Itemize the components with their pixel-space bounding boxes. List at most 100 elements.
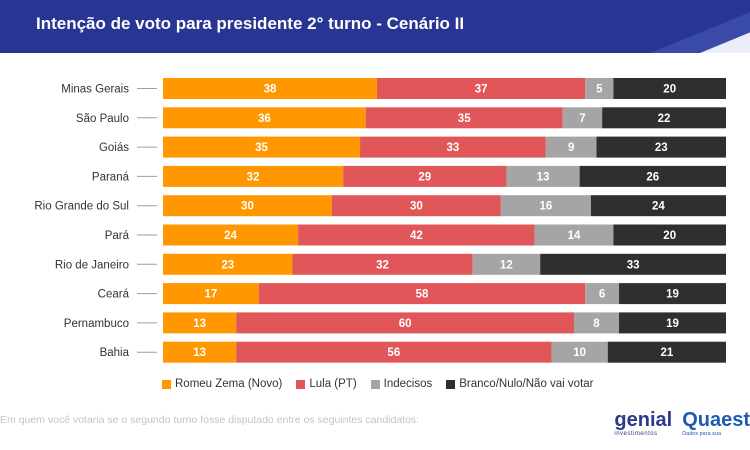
bar-rio-grande-do-sul-series-0 — [163, 195, 332, 217]
data-label-para-series-2: 14 — [568, 230, 581, 242]
stacked-bar-chart: Minas Gerais 38 37 5 20 São Paulo 36 35 7 22 Goiás… — [34, 78, 726, 363]
data-label-minas-gerais-series-0: 38 — [264, 84, 277, 96]
bar-pernambuco-series-2 — [573, 312, 620, 334]
bar-parana-series-0 — [163, 165, 344, 187]
quaest-logo-text: Quaest — [682, 409, 750, 431]
data-label-rio-de-janeiro-series-2: 12 — [500, 259, 513, 271]
legend-label: Romeu Zema (Novo) — [175, 378, 283, 390]
genial-logo: genial investimentos — [614, 410, 672, 438]
data-label-rio-grande-do-sul-series-1: 30 — [410, 201, 423, 213]
bar-goias-series-0 — [163, 136, 361, 158]
quaest-logo-subtext: Dados para sua — [682, 431, 722, 437]
data-label-rio-grande-do-sul-series-3: 24 — [652, 201, 665, 213]
data-label-bahia-series-3: 21 — [660, 347, 673, 359]
category-label-parana: Paraná — [92, 171, 130, 183]
data-label-pernambuco-series-1: 60 — [399, 318, 412, 330]
data-label-rio-de-janeiro-series-1: 32 — [376, 259, 389, 271]
data-label-bahia-series-0: 13 — [193, 347, 206, 359]
category-label-rio-grande-do-sul: Rio Grande do Sul — [34, 201, 129, 213]
data-label-pernambuco-series-0: 13 — [193, 318, 206, 330]
bar-pernambuco-series-3 — [619, 312, 726, 334]
legend-swatch — [162, 379, 171, 389]
footnote: Em quem você votaria se o segundo turno … — [0, 414, 420, 426]
bar-rio-de-janeiro-series-2 — [472, 253, 541, 275]
data-label-sao-paulo-series-2: 7 — [579, 113, 585, 125]
data-label-para-series-0: 24 — [224, 230, 237, 242]
bar-goias-series-3 — [596, 136, 726, 158]
data-label-ceara-series-1: 58 — [416, 289, 429, 301]
bar-sao-paulo-series-3 — [602, 107, 726, 129]
data-label-rio-grande-do-sul-series-2: 16 — [539, 201, 552, 213]
header-banner: Intenção de voto para presidente 2° turn… — [0, 0, 750, 53]
data-label-pernambuco-series-2: 8 — [593, 318, 600, 330]
bar-rio-de-janeiro-series-3 — [540, 253, 726, 275]
bar-rio-de-janeiro-series-0 — [163, 253, 293, 275]
bar-minas-gerais-series-1 — [376, 78, 586, 99]
chart-title: Intenção de voto para presidente 2° turn… — [36, 14, 465, 33]
bar-goias-series-1 — [360, 136, 546, 158]
bar-ceara-series-1 — [258, 283, 586, 305]
data-label-rio-de-janeiro-series-0: 23 — [221, 259, 234, 271]
bar-parana-series-1 — [343, 165, 507, 187]
data-label-para-series-3: 20 — [663, 230, 676, 242]
data-label-para-series-1: 42 — [410, 230, 423, 242]
bar-bahia-series-0 — [163, 341, 237, 363]
data-label-sao-paulo-series-1: 35 — [458, 113, 471, 125]
category-label-pernambuco: Pernambuco — [64, 318, 129, 330]
data-label-sao-paulo-series-3: 22 — [658, 113, 671, 125]
data-label-parana-series-1: 29 — [418, 171, 431, 183]
bar-ceara-series-2 — [585, 283, 620, 305]
data-label-rio-grande-do-sul-series-0: 30 — [241, 201, 254, 213]
header-decoration — [650, 12, 750, 53]
data-label-bahia-series-2: 10 — [573, 347, 586, 359]
data-label-goias-series-2: 9 — [568, 142, 574, 154]
bar-para-series-3 — [613, 224, 726, 246]
bar-ceara-series-0 — [163, 283, 259, 305]
bar-rio-grande-do-sul-series-1 — [331, 195, 501, 217]
bar-bahia-series-3 — [607, 341, 726, 363]
data-label-minas-gerais-series-1: 37 — [475, 84, 488, 96]
bar-minas-gerais-series-2 — [585, 78, 614, 99]
category-label-minas-gerais: Minas Gerais — [61, 84, 129, 96]
chart-legend: Romeu Zema (Novo) Lula (PT) Indecisos Branc… — [162, 378, 594, 390]
bar-pernambuco-series-0 — [163, 312, 237, 334]
data-label-parana-series-2: 13 — [537, 171, 550, 183]
bar-minas-gerais-series-0 — [163, 78, 377, 99]
bar-bahia-series-2 — [551, 341, 608, 363]
bar-para-series-1 — [298, 224, 535, 246]
data-label-pernambuco-series-3: 19 — [666, 318, 679, 330]
bar-para-series-2 — [534, 224, 614, 246]
bar-pernambuco-series-1 — [236, 312, 574, 334]
data-label-parana-series-0: 32 — [247, 171, 260, 183]
data-label-rio-de-janeiro-series-3: 33 — [627, 259, 640, 271]
legend-swatch — [446, 379, 456, 389]
bar-parana-series-2 — [506, 165, 580, 187]
bar-goias-series-2 — [545, 136, 597, 158]
bar-sao-paulo-series-1 — [365, 107, 563, 129]
quaest-logo: Quaest Dados para sua — [682, 410, 750, 438]
bar-bahia-series-1 — [236, 341, 552, 363]
data-label-sao-paulo-series-0: 36 — [258, 113, 271, 125]
legend-swatch — [370, 379, 380, 389]
bar-rio-grande-do-sul-series-2 — [500, 195, 591, 217]
legend-item-3: Branco/Nulo/Não vai votar — [446, 378, 594, 390]
data-label-goias-series-3: 23 — [655, 142, 668, 154]
data-label-ceara-series-2: 6 — [599, 289, 605, 301]
genial-logo-subtext: investimentos — [614, 431, 658, 437]
legend-label: Branco/Nulo/Não vai votar — [459, 378, 594, 390]
bar-sao-paulo-series-0 — [163, 107, 366, 129]
category-label-para: Pará — [105, 230, 130, 242]
legend-swatch — [296, 379, 306, 389]
data-label-parana-series-3: 26 — [646, 171, 659, 183]
legend-label: Lula (PT) — [309, 378, 357, 390]
logos: genial investimentos Quaest Dados para s… — [614, 410, 750, 440]
category-label-rio-de-janeiro: Rio de Janeiro — [55, 259, 129, 271]
bar-sao-paulo-series-2 — [562, 107, 603, 129]
legend-item-0: Romeu Zema (Novo) — [162, 378, 282, 390]
bar-minas-gerais-series-3 — [613, 78, 726, 99]
data-label-goias-series-0: 35 — [255, 142, 268, 154]
data-label-bahia-series-1: 56 — [387, 347, 400, 359]
legend-item-1: Lula (PT) — [296, 378, 357, 390]
data-label-ceara-series-3: 19 — [666, 289, 679, 301]
bar-ceara-series-3 — [619, 283, 726, 305]
